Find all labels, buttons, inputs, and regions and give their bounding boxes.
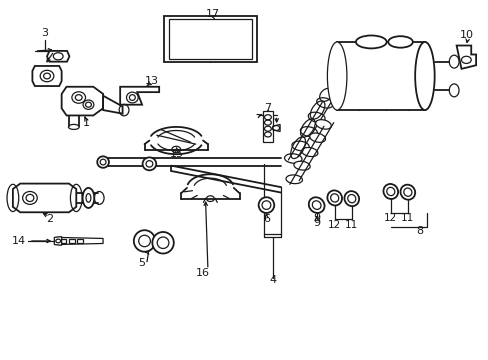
Text: 4: 4 [269, 275, 276, 285]
Polygon shape [263, 111, 272, 141]
Bar [58, 239, 65, 243]
Polygon shape [13, 184, 76, 212]
Ellipse shape [316, 98, 332, 108]
Ellipse shape [309, 133, 325, 142]
Ellipse shape [355, 36, 386, 48]
Text: 16: 16 [196, 267, 210, 278]
Ellipse shape [400, 185, 414, 200]
Polygon shape [456, 45, 475, 69]
Ellipse shape [308, 197, 324, 213]
Polygon shape [54, 237, 61, 245]
Polygon shape [32, 66, 61, 86]
Ellipse shape [315, 120, 331, 129]
Text: 12: 12 [327, 220, 341, 230]
Bar [69, 239, 75, 243]
Polygon shape [61, 87, 103, 116]
Text: 8: 8 [416, 226, 423, 236]
Text: 5: 5 [138, 258, 145, 268]
Text: 9: 9 [312, 213, 320, 223]
Polygon shape [47, 51, 69, 62]
Text: 7: 7 [264, 103, 271, 113]
Text: 11: 11 [345, 220, 358, 230]
Ellipse shape [301, 148, 317, 157]
Ellipse shape [284, 154, 302, 163]
Text: 2: 2 [46, 215, 53, 224]
Ellipse shape [326, 190, 341, 206]
Ellipse shape [344, 191, 358, 206]
Ellipse shape [414, 42, 434, 110]
Ellipse shape [327, 42, 346, 110]
Ellipse shape [97, 156, 109, 168]
Polygon shape [120, 87, 159, 105]
Ellipse shape [134, 230, 155, 252]
Polygon shape [163, 16, 256, 62]
Ellipse shape [307, 112, 325, 122]
Ellipse shape [285, 175, 302, 184]
Text: 1: 1 [82, 118, 89, 128]
Polygon shape [272, 125, 280, 132]
Polygon shape [103, 96, 122, 114]
Text: 12: 12 [384, 213, 397, 223]
Text: 10: 10 [458, 31, 472, 40]
Text: 17: 17 [205, 9, 220, 19]
Text: 3: 3 [41, 28, 48, 38]
Ellipse shape [82, 188, 94, 208]
Text: 6: 6 [263, 215, 269, 224]
Text: 13: 13 [144, 76, 159, 86]
Ellipse shape [142, 157, 156, 170]
Bar [77, 239, 83, 243]
Polygon shape [336, 42, 424, 110]
Ellipse shape [152, 232, 173, 253]
Text: 9: 9 [312, 218, 320, 228]
Ellipse shape [293, 161, 309, 170]
Text: 14: 14 [12, 236, 26, 246]
Ellipse shape [291, 141, 308, 151]
Ellipse shape [258, 197, 274, 213]
Text: 11: 11 [401, 213, 414, 223]
Ellipse shape [448, 84, 458, 97]
Ellipse shape [448, 55, 458, 68]
Ellipse shape [383, 184, 397, 199]
Text: 15: 15 [170, 149, 184, 159]
Polygon shape [57, 237, 103, 244]
Ellipse shape [300, 127, 317, 136]
Ellipse shape [387, 36, 412, 48]
